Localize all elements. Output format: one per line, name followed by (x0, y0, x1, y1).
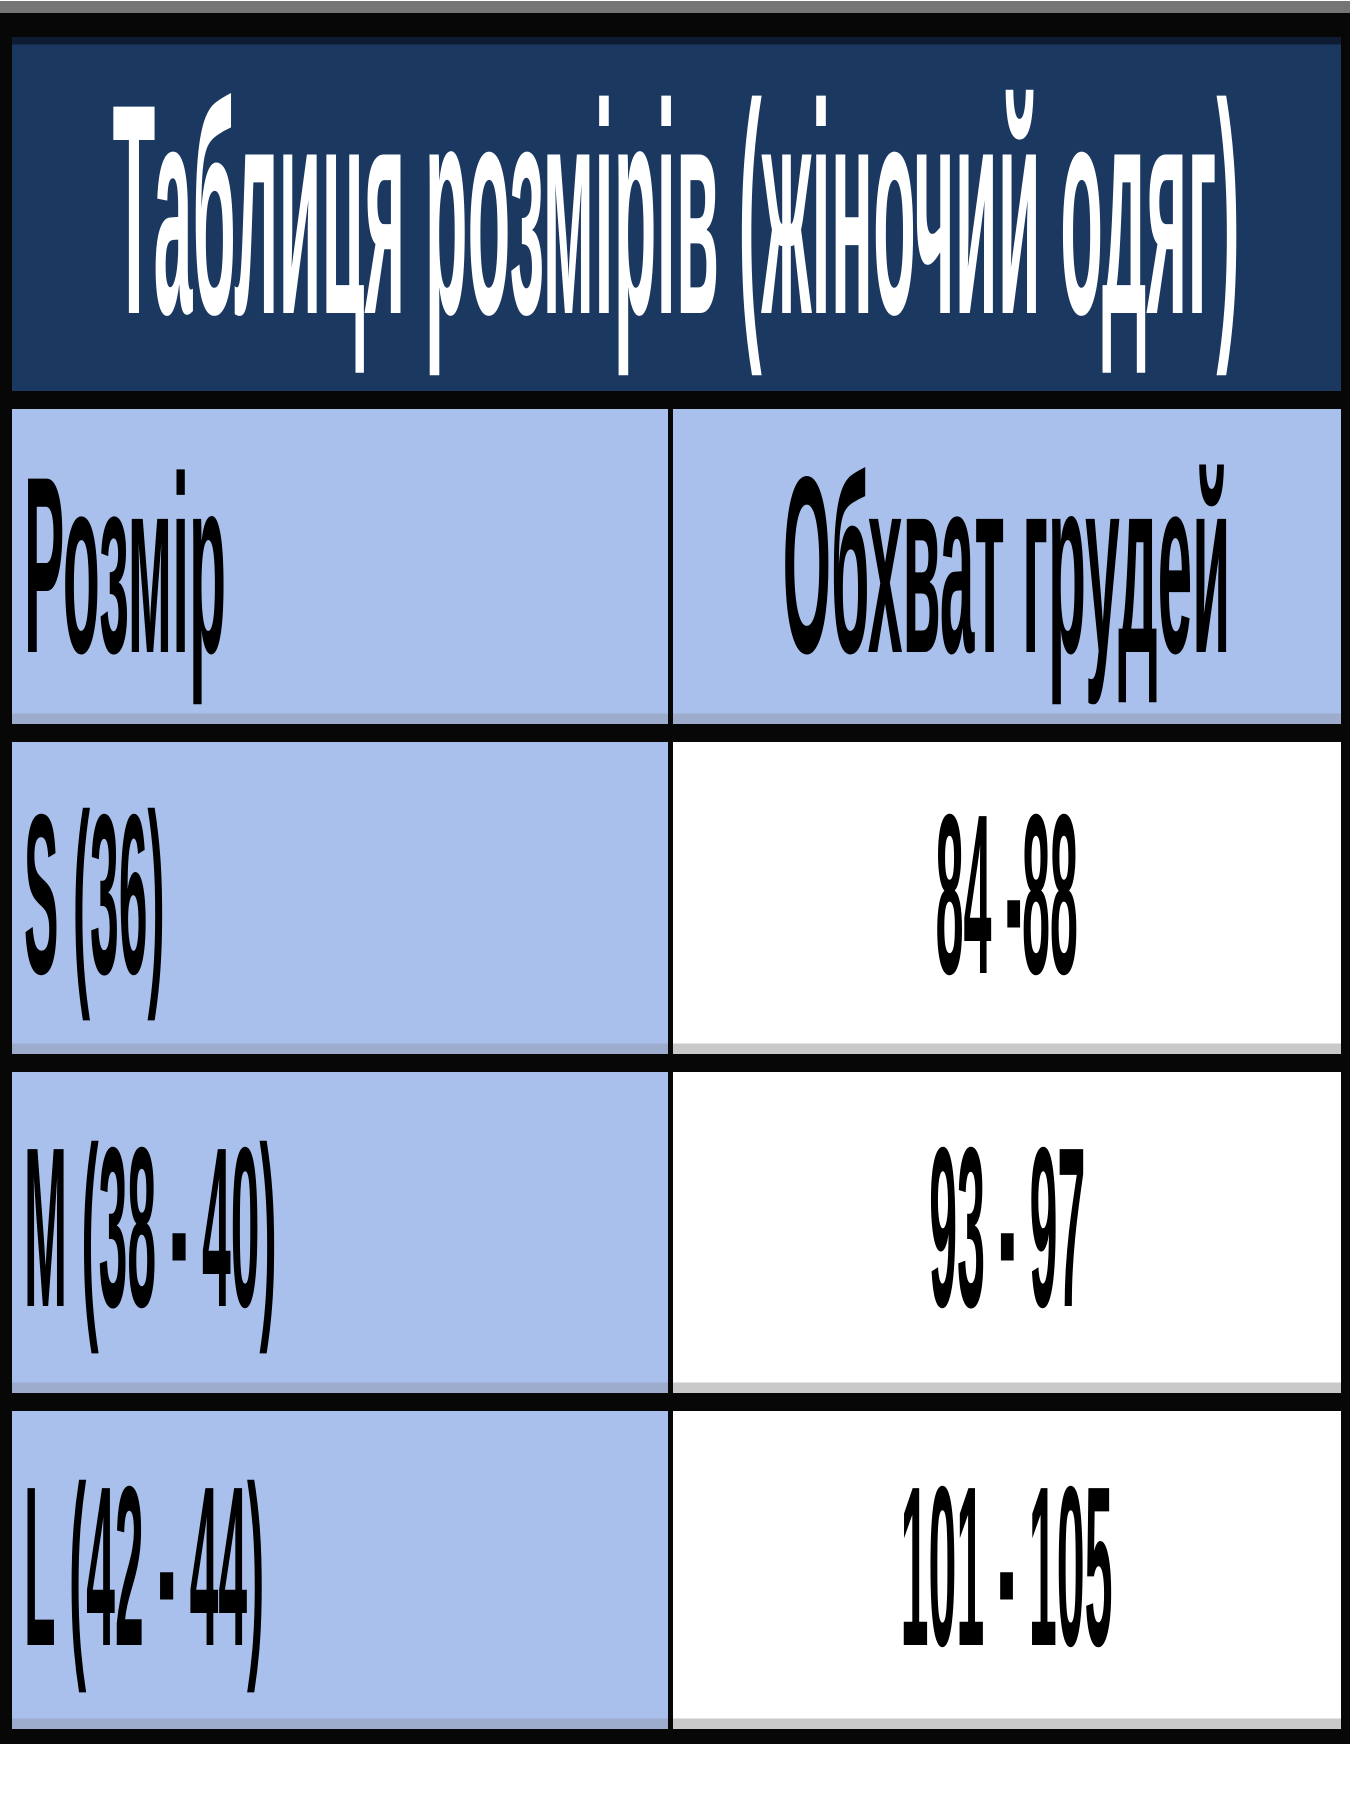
size-value: M (38 - 40) (24, 1102, 277, 1358)
chest-cell: 84 -88 (673, 740, 1341, 1053)
chest-cell: 101 - 105 (673, 1409, 1341, 1728)
chest-cell: 93 - 97 (673, 1070, 1341, 1392)
chest-value: 84 -88 (935, 767, 1079, 1023)
size-value: L (42 - 44) (24, 1439, 265, 1695)
top-edge-strip (0, 1, 1350, 12)
header-row: Розмір Обхват грудей (12, 389, 1341, 723)
chest-value: 93 - 97 (928, 1102, 1086, 1358)
size-table: Таблиця розмірів (жіночий одяг) Розмір О… (0, 11, 1350, 1743)
table-row: S (36) 84 -88 (12, 722, 1341, 1053)
size-cell: S (36) (12, 740, 673, 1053)
column-header-size-label: Розмір (24, 423, 227, 706)
size-cell: L (42 - 44) (12, 1409, 673, 1728)
chest-value: 101 - 105 (901, 1439, 1113, 1695)
table-title-band: Таблиця розмірів (жіночий одяг) (12, 35, 1341, 390)
size-cell: M (38 - 40) (12, 1070, 673, 1392)
column-header-chest: Обхват грудей (673, 407, 1341, 723)
size-value: S (36) (24, 767, 165, 1023)
table-row: M (38 - 40) 93 - 97 (12, 1052, 1341, 1392)
table-row: L (42 - 44) 101 - 105 (12, 1391, 1341, 1728)
column-header-chest-label: Обхват грудей (783, 423, 1231, 706)
column-header-size: Розмір (12, 407, 673, 723)
table-title: Таблиця розмірів (жіночий одяг) (112, 43, 1241, 379)
